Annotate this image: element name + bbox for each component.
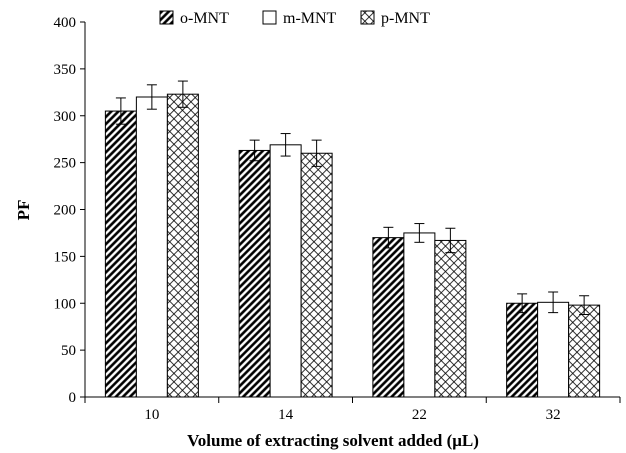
bar-o-MNT-32 — [506, 302, 539, 398]
legend-swatch-o-MNT — [159, 10, 174, 25]
bar-m-MNT-32 — [537, 301, 570, 398]
x-axis: 10 14 22 32 — [84, 396, 621, 423]
legend-label-o-MNT: o-MNT — [180, 10, 229, 27]
y-tick-label: 250 — [54, 156, 77, 172]
legend-swatch-m-MNT — [262, 10, 277, 25]
bar-m-MNT-22 — [403, 232, 436, 398]
y-tick-label: 0 — [69, 390, 77, 406]
y-axis-title: PF — [14, 200, 33, 221]
y-tick-label: 400 — [54, 15, 77, 31]
bar-m-MNT-10 — [135, 96, 168, 398]
legend-label-m-MNT: m-MNT — [283, 10, 337, 27]
x-tick-label: 10 — [144, 407, 159, 423]
y-tick-label: 300 — [54, 109, 77, 125]
x-tick-label: 22 — [412, 407, 427, 423]
bar-p-MNT-22 — [434, 239, 467, 398]
y-tick-label: 100 — [54, 296, 77, 312]
bar-p-MNT-32 — [568, 304, 601, 398]
y-axis: 0 50 100 150 200 250 300 350 400 — [54, 15, 86, 406]
x-tick-label: 32 — [546, 407, 561, 423]
bar-m-MNT-14 — [269, 144, 302, 398]
y-tick-label: 50 — [61, 343, 76, 359]
y-tick-label: 150 — [54, 249, 77, 265]
error-bars — [115, 80, 590, 315]
bar-p-MNT-10 — [166, 93, 199, 398]
bar-o-MNT-14 — [238, 149, 271, 398]
legend-swatch-p-MNT — [360, 10, 375, 25]
bars — [104, 93, 601, 398]
bar-o-MNT-22 — [372, 237, 405, 398]
x-tick-label: 14 — [278, 407, 294, 423]
bar-o-MNT-10 — [104, 110, 137, 398]
x-axis-title: Volume of extracting solvent added (μL) — [187, 431, 479, 450]
y-tick-label: 350 — [54, 62, 77, 78]
legend: o-MNT m-MNT p-MNT — [159, 10, 430, 27]
legend-label-p-MNT: p-MNT — [381, 10, 430, 27]
y-tick-label: 200 — [54, 203, 77, 219]
bar-p-MNT-14 — [300, 152, 333, 398]
